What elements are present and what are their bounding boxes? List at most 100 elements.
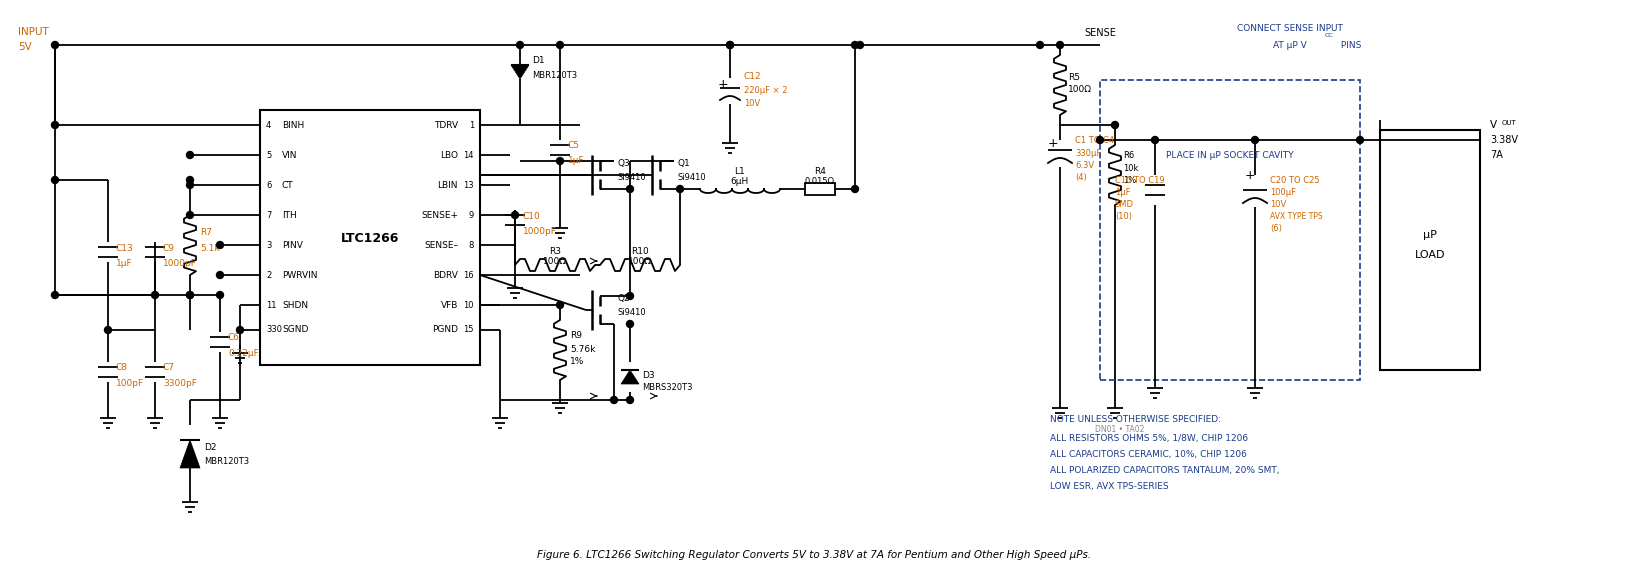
Text: 6μH: 6μH: [731, 176, 749, 185]
Text: VIN: VIN: [282, 150, 298, 159]
Text: MBR120T3: MBR120T3: [204, 457, 249, 467]
Text: LOAD: LOAD: [1414, 250, 1445, 260]
Circle shape: [1096, 137, 1103, 143]
Text: PGND: PGND: [432, 325, 458, 335]
Circle shape: [151, 291, 158, 299]
Text: SENSE–: SENSE–: [424, 241, 458, 249]
Circle shape: [512, 212, 518, 218]
Text: R7: R7: [200, 228, 212, 237]
Text: +: +: [1047, 137, 1059, 150]
Text: Q1: Q1: [678, 159, 691, 167]
Text: C6: C6: [228, 333, 239, 343]
Bar: [261, 110, 481, 365]
Text: Q2: Q2: [617, 294, 630, 303]
Circle shape: [676, 185, 684, 192]
Circle shape: [186, 151, 194, 159]
Circle shape: [52, 42, 59, 48]
Circle shape: [217, 291, 223, 299]
Text: BINH: BINH: [282, 121, 305, 130]
Text: R6: R6: [1122, 150, 1134, 159]
Text: 14: 14: [464, 150, 474, 159]
Text: C5: C5: [569, 141, 580, 150]
Circle shape: [1357, 137, 1363, 143]
Circle shape: [52, 291, 59, 299]
Text: 6.3V: 6.3V: [1075, 160, 1095, 170]
Text: (10): (10): [1114, 212, 1132, 221]
Text: 10k: 10k: [1122, 163, 1139, 172]
Text: 3300pF: 3300pF: [163, 378, 197, 387]
Text: Figure 6. LTC1266 Switching Regulator Converts 5V to 3.38V at 7A for Pentium and: Figure 6. LTC1266 Switching Regulator Co…: [538, 550, 1091, 560]
Text: OUT: OUT: [1502, 120, 1517, 126]
Text: 2: 2: [266, 270, 272, 279]
Circle shape: [1036, 42, 1044, 48]
Text: 10V: 10V: [1271, 200, 1287, 208]
Text: ITH: ITH: [282, 211, 296, 220]
Text: 5: 5: [266, 150, 272, 159]
Circle shape: [1057, 42, 1064, 48]
Text: C12: C12: [744, 72, 762, 80]
Circle shape: [52, 122, 59, 129]
Circle shape: [186, 291, 194, 299]
Text: 8: 8: [469, 241, 474, 249]
Text: +: +: [718, 77, 728, 90]
Text: 100Ω: 100Ω: [629, 257, 652, 266]
Text: Si9410: Si9410: [617, 307, 647, 316]
Text: Si9410: Si9410: [617, 172, 647, 182]
Text: C1 TO C4: C1 TO C4: [1075, 135, 1114, 145]
Text: 9: 9: [469, 211, 474, 220]
Circle shape: [236, 327, 243, 333]
Text: C20 TO C25: C20 TO C25: [1271, 175, 1319, 184]
Circle shape: [217, 241, 223, 249]
Text: TDRV: TDRV: [433, 121, 458, 130]
Circle shape: [104, 327, 111, 333]
Polygon shape: [179, 440, 200, 468]
Text: R10: R10: [630, 246, 648, 255]
Text: C9: C9: [163, 244, 174, 253]
Bar: [805, 183, 836, 195]
Text: DN01 • TA02: DN01 • TA02: [1095, 426, 1145, 435]
Text: 10: 10: [464, 300, 474, 310]
Text: 5.76k: 5.76k: [570, 344, 595, 353]
Text: ALL CAPACITORS CERAMIC, 10%, CHIP 1206: ALL CAPACITORS CERAMIC, 10%, CHIP 1206: [1051, 450, 1246, 459]
Text: PWRVIN: PWRVIN: [282, 270, 318, 279]
Text: 4: 4: [266, 121, 272, 130]
Text: +: +: [1245, 168, 1256, 182]
Text: R5: R5: [1069, 72, 1080, 81]
Text: MBRS320T3: MBRS320T3: [642, 384, 692, 393]
Text: 1%: 1%: [1122, 175, 1137, 184]
Text: Si9410: Si9410: [678, 172, 707, 182]
Text: 10V: 10V: [744, 98, 761, 108]
Circle shape: [627, 292, 634, 299]
Circle shape: [557, 42, 564, 48]
Text: 1μF: 1μF: [116, 258, 132, 267]
Text: 11: 11: [266, 300, 277, 310]
Text: 330: 330: [266, 325, 282, 335]
Circle shape: [186, 182, 194, 188]
Text: D3: D3: [642, 370, 655, 380]
Text: CONNECT SENSE INPUT: CONNECT SENSE INPUT: [1236, 23, 1342, 32]
Text: 16: 16: [463, 270, 474, 279]
Text: LTC1266: LTC1266: [340, 232, 399, 245]
Text: 1μF: 1μF: [1114, 188, 1131, 196]
Text: SHDN: SHDN: [282, 300, 308, 310]
Circle shape: [627, 397, 634, 403]
Text: 6: 6: [266, 180, 272, 189]
Circle shape: [186, 176, 194, 183]
Text: R3: R3: [549, 246, 560, 255]
Circle shape: [1111, 122, 1119, 129]
Circle shape: [852, 42, 858, 48]
Text: C10: C10: [523, 212, 541, 221]
Text: 3: 3: [266, 241, 272, 249]
Text: 100Ω: 100Ω: [542, 257, 567, 266]
Circle shape: [52, 176, 59, 183]
Text: 1000pF: 1000pF: [163, 258, 197, 267]
Text: LBIN: LBIN: [438, 180, 458, 189]
Text: L1: L1: [735, 167, 746, 175]
Circle shape: [857, 42, 863, 48]
Text: CT: CT: [282, 180, 293, 189]
Text: (4): (4): [1075, 172, 1087, 182]
Circle shape: [217, 271, 223, 278]
Text: SENSE: SENSE: [1083, 28, 1116, 38]
Text: μP: μP: [1424, 230, 1437, 240]
Text: INPUT: INPUT: [18, 27, 49, 37]
